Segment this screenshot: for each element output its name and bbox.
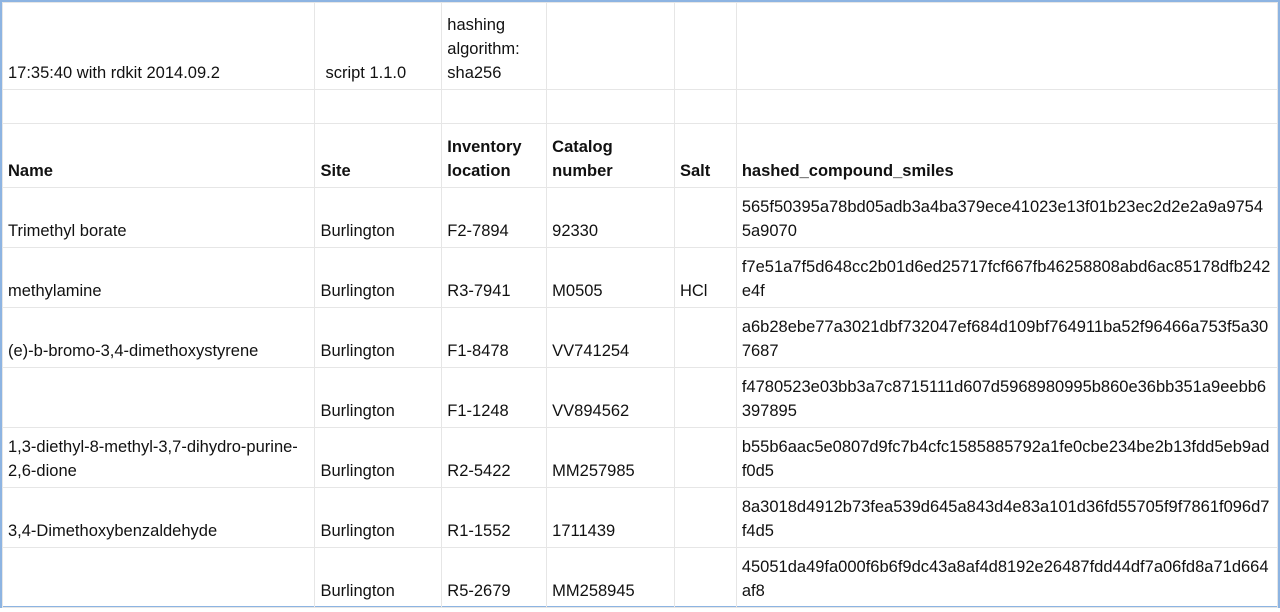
empty-cell[interactable] xyxy=(735,89,1279,124)
empty-cell[interactable] xyxy=(1,89,316,124)
table-row: (e)-b-bromo-3,4-dimethoxystyrene Burlingt… xyxy=(1,307,1279,368)
script-version-cell[interactable]: script 1.1.0 xyxy=(314,2,443,90)
table-row: methylamine Burlington R3-7941 M0505 HCl f7e5… xyxy=(1,247,1279,308)
inventory-location-cell[interactable]: F1-8478 xyxy=(441,307,548,368)
hash-cell[interactable]: 45051da49fa000f6b6f9dc43a8af4d8192e26487… xyxy=(735,547,1279,608)
salt-cell[interactable] xyxy=(673,187,737,248)
inventory-location-cell[interactable]: R1-1552 xyxy=(441,487,548,548)
site-cell[interactable]: Burlington xyxy=(314,487,443,548)
site-cell[interactable]: Burlington xyxy=(314,247,443,308)
hash-cell[interactable]: a6b28ebe77a3021dbf732047ef684d109bf76491… xyxy=(735,307,1279,368)
site-cell[interactable]: Burlington xyxy=(314,427,443,488)
salt-cell[interactable] xyxy=(673,487,737,548)
blank-row xyxy=(1,89,1279,124)
empty-cell[interactable] xyxy=(673,89,737,124)
catalog-number-cell[interactable]: MM258945 xyxy=(546,547,675,608)
name-cell[interactable]: Trimethyl borate xyxy=(1,187,316,248)
hash-cell[interactable]: f4780523e03bb3a7c8715111d607d5968980995b… xyxy=(735,367,1279,428)
salt-cell[interactable] xyxy=(673,547,737,608)
hashing-algorithm-cell[interactable]: hashing algorithm: sha256 xyxy=(441,2,548,90)
salt-cell[interactable] xyxy=(673,307,737,368)
site-cell[interactable]: Burlington xyxy=(314,187,443,248)
hash-cell[interactable]: f7e51a7f5d648cc2b01d6ed25717fcf667fb4625… xyxy=(735,247,1279,308)
catalog-number-cell[interactable]: 1711439 xyxy=(546,487,675,548)
name-cell[interactable] xyxy=(1,367,316,428)
header-site[interactable]: Site xyxy=(314,123,443,188)
table-row: Burlington R5-2679 MM258945 45051da49fa000f… xyxy=(1,547,1279,608)
name-cell[interactable]: 3,4-Dimethoxybenzaldehyde xyxy=(1,487,316,548)
empty-cell[interactable] xyxy=(673,2,737,90)
name-cell[interactable]: methylamine xyxy=(1,247,316,308)
header-inventory-location[interactable]: Inventory location xyxy=(441,123,548,188)
empty-cell[interactable] xyxy=(735,2,1279,90)
site-cell[interactable]: Burlington xyxy=(314,547,443,608)
table-row: Trimethyl borate Burlington F2-7894 92330 56… xyxy=(1,187,1279,248)
site-cell[interactable]: Burlington xyxy=(314,307,443,368)
salt-cell[interactable]: HCl xyxy=(673,247,737,308)
site-cell[interactable]: Burlington xyxy=(314,367,443,428)
header-catalog-number[interactable]: Catalog number xyxy=(546,123,675,188)
header-salt[interactable]: Salt xyxy=(673,123,737,188)
catalog-number-cell[interactable]: MM257985 xyxy=(546,427,675,488)
table-row: 1,3-diethyl-8-methyl-3,7-dihydro-purine-… xyxy=(1,427,1279,488)
table-row: 3,4-Dimethoxybenzaldehyde Burlington R1-15… xyxy=(1,487,1279,548)
name-cell[interactable]: 1,3-diethyl-8-methyl-3,7-dihydro-purine-… xyxy=(1,427,316,488)
inventory-location-cell[interactable]: F1-1248 xyxy=(441,367,548,428)
inventory-location-cell[interactable]: R5-2679 xyxy=(441,547,548,608)
empty-cell[interactable] xyxy=(441,89,548,124)
catalog-number-cell[interactable]: VV741254 xyxy=(546,307,675,368)
hash-cell[interactable]: 8a3018d4912b73fea539d645a843d4e83a101d36… xyxy=(735,487,1279,548)
salt-cell[interactable] xyxy=(673,367,737,428)
catalog-number-cell[interactable]: 92330 xyxy=(546,187,675,248)
table-row: Burlington F1-1248 VV894562 f4780523e03bb3a… xyxy=(1,367,1279,428)
meta-row: 17:35:40 with rdkit 2014.09.2 script 1.1… xyxy=(1,2,1279,90)
name-cell[interactable] xyxy=(1,547,316,608)
header-hashed-smiles[interactable]: hashed_compound_smiles xyxy=(735,123,1279,188)
catalog-number-cell[interactable]: VV894562 xyxy=(546,367,675,428)
inventory-location-cell[interactable]: R2-5422 xyxy=(441,427,548,488)
hash-cell[interactable]: b55b6aac5e0807d9fc7b4cfc1585885792a1fe0c… xyxy=(735,427,1279,488)
catalog-number-cell[interactable]: M0505 xyxy=(546,247,675,308)
inventory-location-cell[interactable]: R3-7941 xyxy=(441,247,548,308)
inventory-location-cell[interactable]: F2-7894 xyxy=(441,187,548,248)
empty-cell[interactable] xyxy=(546,89,675,124)
empty-cell[interactable] xyxy=(546,2,675,90)
header-row: Name Site Inventory location Catalog num… xyxy=(1,123,1279,188)
hash-cell[interactable]: 565f50395a78bd05adb3a4ba379ece41023e13f0… xyxy=(735,187,1279,248)
header-name[interactable]: Name xyxy=(1,123,316,188)
name-cell[interactable]: (e)-b-bromo-3,4-dimethoxystyrene xyxy=(1,307,316,368)
timestamp-cell[interactable]: 17:35:40 with rdkit 2014.09.2 xyxy=(1,2,316,90)
salt-cell[interactable] xyxy=(673,427,737,488)
empty-cell[interactable] xyxy=(314,89,443,124)
